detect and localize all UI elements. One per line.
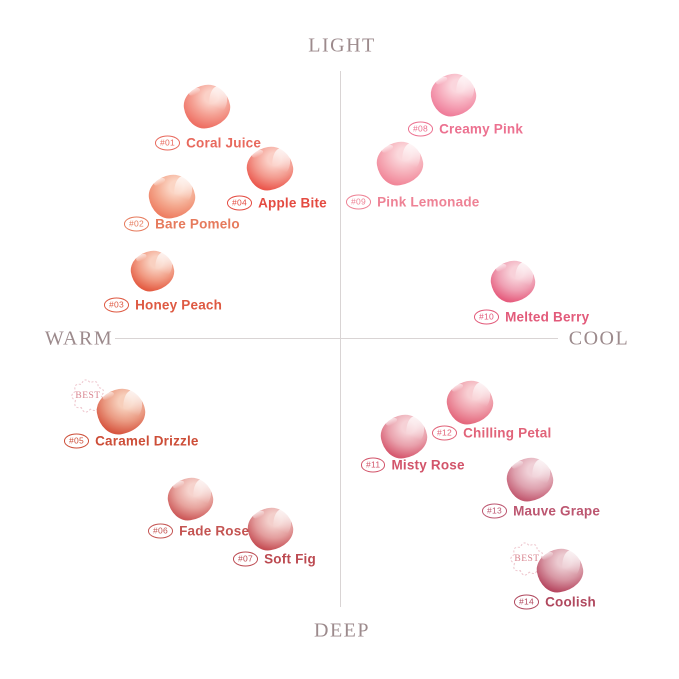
- shade-name: Coral Juice: [186, 135, 262, 151]
- shade-swatch: [127, 247, 177, 295]
- shade-label: #04 Apple Bite: [227, 196, 327, 211]
- shade-label: #10 Melted Berry: [474, 310, 589, 325]
- shade-label: #07 Soft Fig: [233, 552, 316, 567]
- shade-label: #12 Chilling Petal: [432, 426, 551, 441]
- shade-name: Caramel Drizzle: [95, 433, 199, 449]
- axis-label-warm: WARM: [44, 327, 114, 350]
- best-badge-label: BEST: [75, 391, 101, 401]
- shade-label: #03 Honey Peach: [104, 298, 222, 313]
- shade-name: Soft Fig: [264, 551, 316, 567]
- shade-name: Melted Berry: [505, 309, 590, 325]
- shade-name: Pink Lemonade: [377, 194, 480, 210]
- shade-swatch: [180, 81, 234, 131]
- shade-number-badge: #01: [155, 135, 181, 151]
- shade-swatch: [145, 171, 199, 221]
- shade-label: #02 Bare Pomelo: [124, 217, 240, 232]
- shade-label: #08 Creamy Pink: [408, 122, 523, 137]
- shade-name: Creamy Pink: [439, 121, 524, 137]
- shade-name: Apple Bite: [258, 195, 327, 211]
- shade-number-badge: #13: [482, 503, 508, 519]
- shade-name: Coolish: [545, 594, 596, 610]
- shade-number-badge: #14: [514, 594, 540, 610]
- shade-swatch: [373, 138, 427, 188]
- shade-name: Misty Rose: [391, 457, 465, 473]
- shade-name: Mauve Grape: [513, 503, 601, 519]
- shade-name: Fade Rose: [179, 523, 250, 539]
- shade-number-badge: #09: [346, 194, 372, 210]
- shade-label: #01 Coral Juice: [155, 136, 261, 151]
- shade-number-badge: #07: [233, 551, 259, 567]
- shade-label: #11 Misty Rose: [361, 458, 465, 473]
- shade-number-badge: #08: [408, 121, 434, 137]
- shade-label: #06 Fade Rose: [148, 524, 249, 539]
- shade-number-badge: #12: [432, 425, 458, 441]
- axis-line-vertical: [340, 71, 341, 607]
- shade-number-badge: #05: [64, 433, 90, 449]
- best-flower-icon: [510, 542, 544, 576]
- shade-number-badge: #04: [227, 195, 253, 211]
- shade-label: #05 Caramel Drizzle: [64, 434, 199, 449]
- shade-swatch: [243, 143, 297, 193]
- best-badge: BEST: [68, 376, 108, 416]
- best-flower-icon: [71, 379, 105, 413]
- shade-name: Chilling Petal: [463, 425, 552, 441]
- axis-label-deep: DEEP: [314, 619, 370, 642]
- axis-line-horizontal: [115, 338, 558, 339]
- shade-number-badge: #02: [124, 216, 150, 232]
- shade-label: #14 Coolish: [514, 595, 596, 610]
- shade-label: #09 Pink Lemonade: [346, 195, 479, 210]
- best-badge-label: BEST: [514, 554, 540, 564]
- shade-number-badge: #06: [148, 523, 174, 539]
- shade-number-badge: #03: [104, 297, 130, 313]
- shade-label: #13 Mauve Grape: [482, 504, 600, 519]
- axis-label-light: LIGHT: [308, 34, 376, 57]
- shade-name: Honey Peach: [135, 297, 223, 313]
- shade-number-badge: #11: [361, 457, 386, 473]
- shade-swatch: [427, 70, 479, 120]
- shade-swatch: [377, 411, 431, 461]
- shade-name: Bare Pomelo: [155, 216, 240, 232]
- shade-swatch: [244, 504, 296, 554]
- axis-label-cool: COOL: [568, 327, 630, 350]
- shade-swatch: [488, 257, 538, 305]
- shade-swatch: [164, 474, 216, 524]
- shade-swatch: [443, 377, 497, 427]
- shade-swatch: [503, 454, 557, 504]
- shade-number-badge: #10: [474, 309, 500, 325]
- best-badge: BEST: [507, 539, 547, 579]
